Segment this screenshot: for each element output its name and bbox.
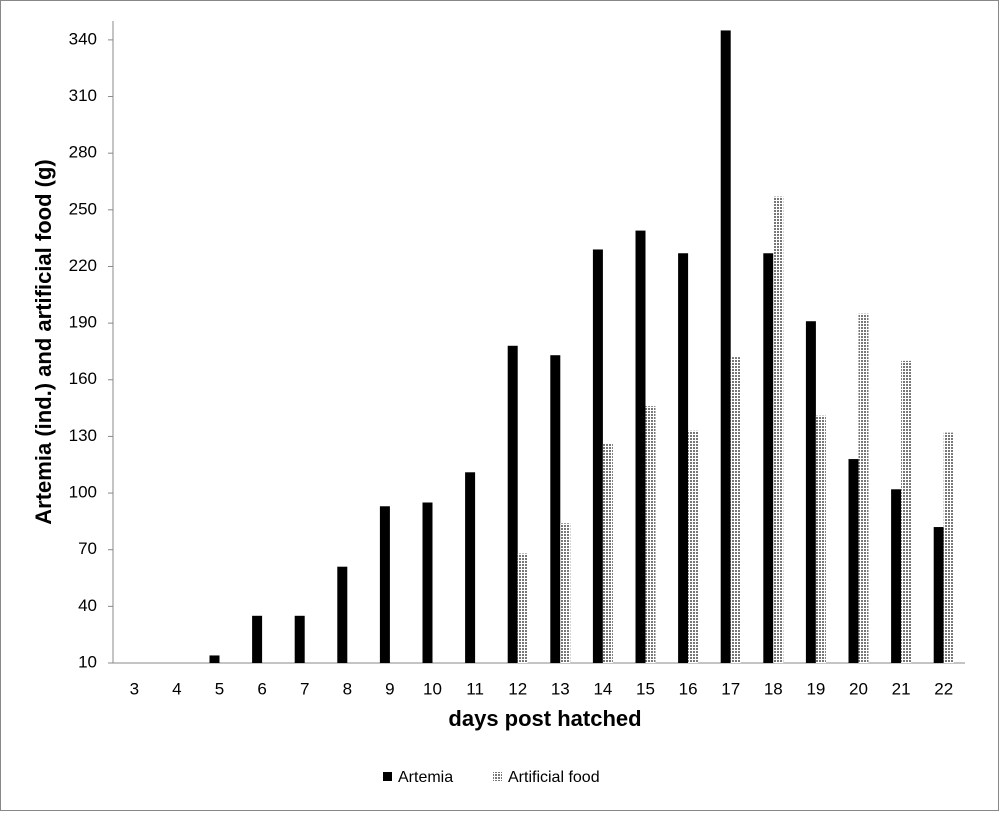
- y-axis-title: Artemia (ind.) and artificial food (g): [31, 159, 56, 524]
- bar: [379, 506, 390, 663]
- bar: [602, 443, 613, 663]
- x-tick-label: 4: [172, 679, 181, 698]
- bar: [688, 430, 699, 663]
- bar: [730, 357, 741, 663]
- x-tick-label: 22: [934, 679, 953, 698]
- bar: [901, 360, 912, 663]
- bar: [858, 313, 869, 663]
- bar: [773, 196, 784, 663]
- bar: [517, 553, 528, 663]
- y-tick-label: 190: [69, 313, 97, 332]
- y-tick-label: 310: [69, 86, 97, 105]
- x-tick-label: 6: [257, 679, 266, 698]
- bar: [848, 459, 859, 663]
- x-axis-title: days post hatched: [448, 706, 641, 731]
- x-tick-label: 5: [215, 679, 224, 698]
- x-tick-label: 21: [892, 679, 911, 698]
- x-tick-label: 3: [130, 679, 139, 698]
- bar: [507, 345, 518, 663]
- y-tick-label: 220: [69, 256, 97, 275]
- bar: [252, 615, 263, 663]
- bar: [645, 406, 656, 663]
- y-tick-label: 100: [69, 483, 97, 502]
- bar: [933, 527, 944, 663]
- y-tick-label: 340: [69, 29, 97, 48]
- y-tick-label: 280: [69, 143, 97, 162]
- x-tick-label: 9: [385, 679, 394, 698]
- bar: [891, 489, 902, 663]
- bar: [550, 355, 561, 663]
- y-tick-label: 10: [78, 652, 97, 671]
- bar: [560, 523, 571, 663]
- x-tick-label: 14: [593, 679, 612, 698]
- y-tick-label: 160: [69, 369, 97, 388]
- bar: [678, 253, 689, 664]
- bar: [209, 655, 220, 663]
- x-tick-label: 10: [423, 679, 442, 698]
- x-tick-label: 7: [300, 679, 309, 698]
- legend-swatch: [383, 772, 392, 781]
- x-tick-label: 15: [636, 679, 655, 698]
- bar: [805, 321, 816, 663]
- x-tick-label: 17: [721, 679, 740, 698]
- y-tick-label: 130: [69, 426, 97, 445]
- y-tick-label: 40: [78, 596, 97, 615]
- bar: [592, 249, 603, 663]
- bar: [294, 615, 305, 663]
- x-tick-label: 19: [806, 679, 825, 698]
- bar: [422, 502, 433, 663]
- bar: [337, 566, 348, 663]
- x-tick-label: 20: [849, 679, 868, 698]
- x-tick-label: 16: [679, 679, 698, 698]
- x-tick-label: 18: [764, 679, 783, 698]
- bar: [815, 415, 826, 663]
- legend-label: Artificial food: [508, 769, 600, 786]
- legend-swatch: [493, 772, 502, 781]
- bar: [763, 253, 774, 664]
- bar: [635, 230, 646, 663]
- y-tick-label: 70: [78, 539, 97, 558]
- legend-label: Artemia: [398, 769, 453, 786]
- y-tick-label: 250: [69, 199, 97, 218]
- x-tick-label: 8: [343, 679, 352, 698]
- bar: [465, 472, 476, 663]
- bar: [943, 432, 954, 663]
- x-tick-label: 12: [508, 679, 527, 698]
- x-tick-label: 13: [551, 679, 570, 698]
- x-tick-label: 11: [466, 679, 484, 698]
- bar: [720, 30, 731, 664]
